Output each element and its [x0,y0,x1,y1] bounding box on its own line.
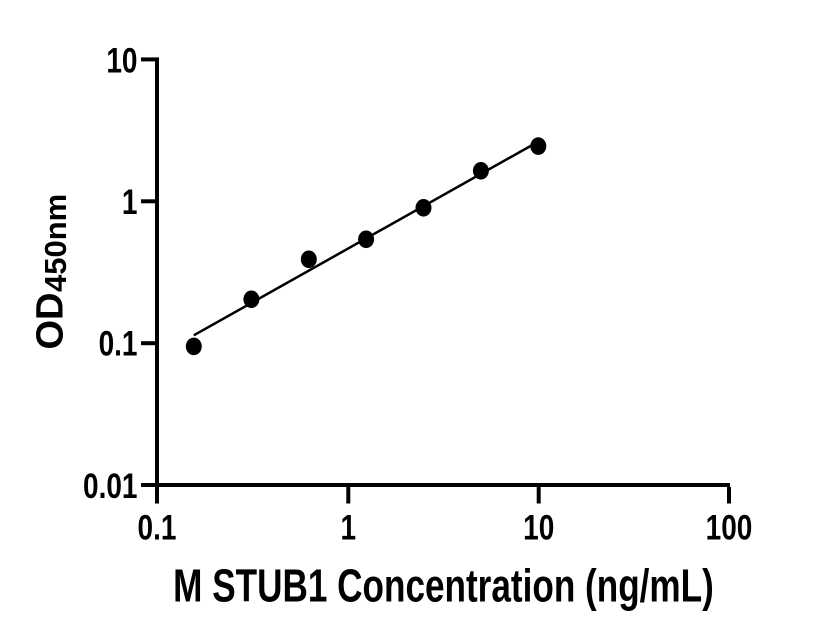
svg-text:10: 10 [106,40,137,80]
svg-text:0.01: 0.01 [83,466,137,506]
svg-text:0.1: 0.1 [99,324,138,364]
svg-text:1: 1 [341,507,357,547]
svg-text:450nm: 450nm [38,194,73,292]
svg-text:1: 1 [122,182,138,222]
svg-text:10: 10 [523,507,554,547]
svg-text:100: 100 [706,507,753,547]
svg-text:0.1: 0.1 [138,507,177,547]
svg-text:OD: OD [29,293,71,350]
svg-text:M STUB1 Concentration (ng/mL): M STUB1 Concentration (ng/mL) [173,560,714,612]
